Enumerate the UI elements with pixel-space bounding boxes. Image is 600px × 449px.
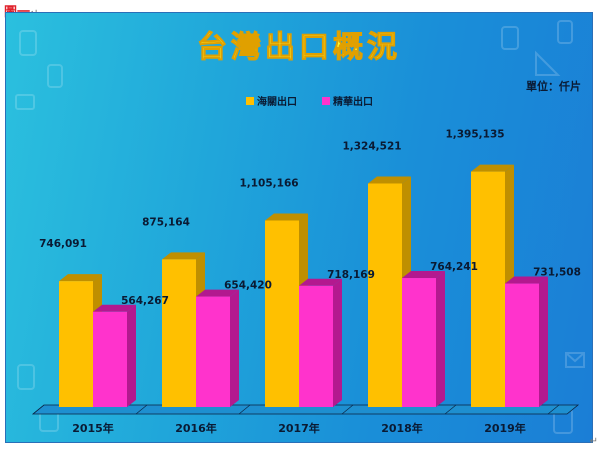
bar-precise-0-top — [93, 304, 136, 312]
x-tick-label-3: 2018年 — [381, 421, 423, 435]
value-label-customs-3: 1,324,521 — [342, 140, 401, 152]
bar-precise-1-side — [230, 289, 239, 407]
value-label-precise-2: 718,169 — [327, 269, 375, 281]
doodle-phone-icon-3 — [15, 94, 35, 110]
bar-customs-3 — [368, 183, 402, 407]
doodle-phone-icon-6 — [17, 364, 35, 390]
bar-precise-4 — [505, 283, 539, 407]
bar-precise-0 — [93, 311, 127, 407]
floor-divider — [444, 404, 457, 415]
bar-precise-4-side — [539, 276, 548, 407]
bar-customs-1 — [162, 259, 196, 407]
value-label-precise-4: 731,508 — [533, 267, 581, 279]
floor-divider — [547, 404, 560, 415]
value-label-precise-1: 654,420 — [224, 280, 272, 292]
value-label-customs-4: 1,395,135 — [445, 129, 504, 141]
bar-precise-3 — [402, 278, 436, 407]
legend-label-customs: 海關出口 — [257, 95, 297, 108]
x-axis-ticks: 2015年 2016年 2017年 2018年 2019年 — [72, 421, 526, 435]
chart-title: 台灣出口概況 — [197, 30, 401, 65]
legend-label-precise: 精華出口 — [333, 95, 373, 108]
floor-divider — [341, 404, 354, 415]
bar-precise-3-top — [402, 271, 445, 279]
bar-precise-1-top — [196, 289, 239, 297]
value-label-customs-1: 875,164 — [142, 216, 190, 228]
value-label-precise-0: 564,267 — [121, 295, 169, 307]
floor-divider — [135, 404, 148, 415]
bars-group — [59, 164, 548, 407]
bar-precise-2 — [299, 285, 333, 407]
value-labels-group: 746,091 564,267 875,164 654,420 1,105,166 718… — [39, 129, 581, 307]
doodle-phone-icon-2 — [47, 64, 63, 88]
x-tick-label-4: 2019年 — [484, 421, 526, 435]
doodle-triangle-icon — [535, 50, 561, 76]
chart-floor — [31, 404, 580, 415]
bar-customs-2-top — [265, 213, 308, 221]
bar-customs-0 — [59, 281, 93, 407]
x-tick-label-0: 2015年 — [72, 421, 114, 435]
value-label-precise-3: 764,241 — [430, 261, 478, 273]
bar-customs-4-top — [471, 164, 514, 172]
x-tick-label-2: 2017年 — [278, 421, 320, 435]
bar-customs-3-top — [368, 176, 411, 184]
bar-customs-2 — [265, 220, 299, 407]
legend-swatch-precise — [322, 97, 330, 105]
bar-precise-2-side — [333, 278, 342, 407]
bar-customs-4 — [471, 171, 505, 407]
doodle-phone-icon-5 — [501, 26, 519, 50]
background-decoration — [15, 20, 585, 434]
floor-divider — [32, 404, 45, 415]
corner-return-mark: ↵ — [589, 436, 598, 447]
bar-precise-3-side — [436, 271, 445, 407]
value-label-customs-0: 746,091 — [39, 238, 87, 250]
unit-label: 單位：仟片 — [526, 79, 581, 93]
doodle-envelope-icon — [565, 352, 585, 368]
chart-svg: 台灣出口概況 單位：仟片 海關出口 精華出口 746,091 564,267 875… — [15, 20, 585, 435]
bar-customs-1-top — [162, 252, 205, 260]
legend: 海關出口 精華出口 — [246, 95, 373, 108]
doodle-phone-icon — [19, 30, 37, 56]
bar-precise-0-side — [127, 304, 136, 407]
bar-precise-1 — [196, 296, 230, 407]
doodle-phone-icon-4 — [557, 20, 573, 44]
bar-precise-2-top — [299, 278, 342, 286]
x-tick-label-1: 2016年 — [175, 421, 217, 435]
bar-customs-0-top — [59, 274, 102, 282]
bar-precise-4-top — [505, 276, 548, 284]
chart-slide: 台灣出口概況 單位：仟片 海關出口 精華出口 746,091 564,267 875… — [5, 12, 593, 443]
legend-swatch-customs — [246, 97, 254, 105]
floor-divider — [238, 404, 251, 415]
value-label-customs-2: 1,105,166 — [239, 178, 298, 190]
